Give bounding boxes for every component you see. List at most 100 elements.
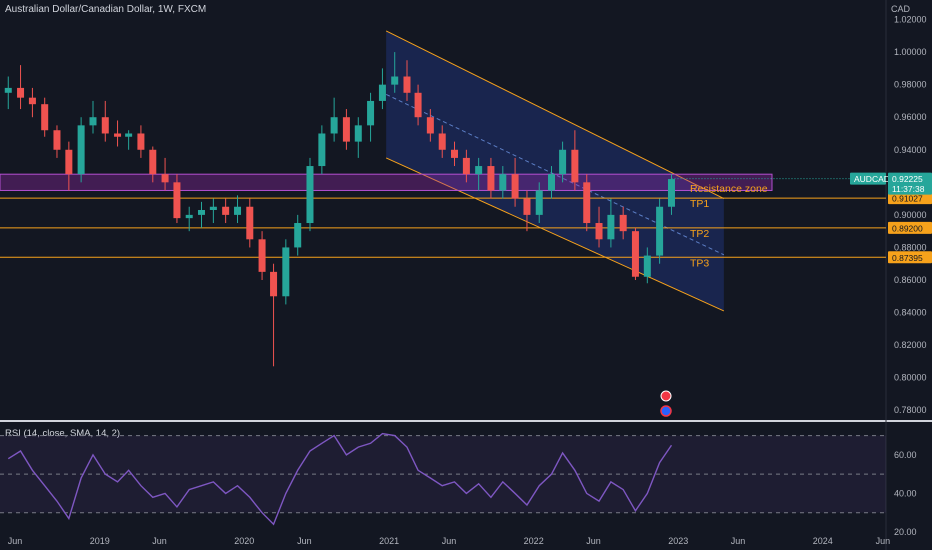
candle-body xyxy=(4,87,12,93)
y-tick-label: 0.84000 xyxy=(894,308,927,318)
candle-body xyxy=(426,117,434,134)
candle-body xyxy=(451,149,459,158)
y-tick-label: 0.90000 xyxy=(894,210,927,220)
x-tick-label: Jun xyxy=(876,536,891,546)
candle-body xyxy=(197,210,205,215)
y-tick-label: 1.00000 xyxy=(894,47,927,57)
candle-body xyxy=(222,206,230,215)
level-label-tp1: TP1 xyxy=(690,198,709,210)
candle-body xyxy=(643,255,651,277)
candle-body xyxy=(354,125,362,142)
x-tick-label: 2024 xyxy=(813,536,833,546)
candle-body xyxy=(607,214,615,240)
candle-body xyxy=(523,198,531,215)
candle-body xyxy=(499,174,507,191)
x-tick-label: 2019 xyxy=(90,536,110,546)
candle-body xyxy=(77,125,85,175)
candle-body xyxy=(17,87,25,98)
y-tick-label: 0.96000 xyxy=(894,112,927,122)
candle-body xyxy=(414,92,422,118)
y-tick-label: 0.78000 xyxy=(894,405,927,415)
candle-body xyxy=(185,214,193,219)
level-badge-tp2 xyxy=(888,221,932,234)
candle-body xyxy=(511,174,519,199)
symbol-badge xyxy=(850,172,886,185)
rsi-tick-label: 20.00 xyxy=(894,527,917,537)
candle-body xyxy=(571,149,579,183)
currency-label: CAD xyxy=(890,4,910,14)
candle-body xyxy=(462,157,470,175)
candle-body xyxy=(667,179,675,207)
candle-body xyxy=(378,84,386,101)
candle-body xyxy=(595,223,603,240)
candle-body xyxy=(294,223,302,248)
candle-body xyxy=(173,182,181,219)
candle-body xyxy=(535,190,543,215)
x-tick-label: Jun xyxy=(731,536,746,546)
candle-body xyxy=(318,133,326,167)
x-tick-label: 2022 xyxy=(524,536,544,546)
level-label-tp2: TP2 xyxy=(690,228,709,240)
x-tick-label: Jun xyxy=(8,536,23,546)
candle-body xyxy=(475,166,483,175)
candle-body xyxy=(114,133,122,137)
channel-lower-line[interactable] xyxy=(385,157,725,312)
y-tick-label: 0.98000 xyxy=(894,80,927,90)
rsi-line[interactable] xyxy=(7,432,673,526)
candle-body xyxy=(631,231,639,277)
x-tick-label: Jun xyxy=(152,536,167,546)
resistance-zone-label: Resistance zone xyxy=(690,183,768,195)
y-tick-label: 0.88000 xyxy=(894,242,927,252)
symbol-badge-text: AUDCAD xyxy=(854,174,890,184)
candle-body xyxy=(656,206,664,256)
x-tick-label: 2021 xyxy=(379,536,399,546)
candle-body xyxy=(149,149,157,175)
x-tick-label: Jun xyxy=(442,536,457,546)
x-tick-label: 2023 xyxy=(668,536,688,546)
candle-body xyxy=(125,133,133,137)
candle-body xyxy=(367,100,375,126)
candle-body xyxy=(342,117,350,142)
candle-body xyxy=(583,182,591,224)
candle-body xyxy=(234,206,242,215)
x-tick-label: Jun xyxy=(297,536,312,546)
level-badge-tp1 xyxy=(888,192,932,205)
candle-body xyxy=(258,239,266,272)
candle-body xyxy=(28,97,36,105)
candle-body xyxy=(403,76,411,93)
regression-channel[interactable] xyxy=(386,30,724,311)
level-badge-text-tp1: 0.91027 xyxy=(892,194,923,204)
resistance-zone[interactable] xyxy=(0,173,773,191)
candle-body xyxy=(487,166,495,191)
candle-body xyxy=(619,214,627,232)
rsi-label: RSI (14, close, SMA, 14, 2) xyxy=(5,428,121,439)
channel-upper-line[interactable] xyxy=(385,30,725,200)
level-badge-text-tp3: 0.87395 xyxy=(892,253,923,263)
candle-body xyxy=(391,76,399,85)
dividend-event-icon[interactable] xyxy=(660,405,672,417)
candle-body xyxy=(306,166,314,224)
rsi-tick-label: 40.00 xyxy=(894,488,917,498)
chart-title: Australian Dollar/Canadian Dollar, 1W, F… xyxy=(5,4,207,15)
candle-body xyxy=(438,133,446,150)
y-tick-label: 0.82000 xyxy=(894,340,927,350)
candle-body xyxy=(282,247,290,297)
earnings-event-icon[interactable] xyxy=(660,390,672,402)
candle-body xyxy=(41,104,49,131)
candle-body xyxy=(101,117,109,134)
level-badge-text-tp2: 0.89200 xyxy=(892,223,923,233)
candle-body xyxy=(246,206,254,240)
y-tick-label: 0.80000 xyxy=(894,373,927,383)
candle-body xyxy=(270,271,278,297)
price-badge xyxy=(888,172,932,195)
level-label-tp3: TP3 xyxy=(690,257,709,269)
y-tick-label: 0.86000 xyxy=(894,275,927,285)
x-tick-label: 2020 xyxy=(234,536,254,546)
candle-body xyxy=(89,117,97,126)
level-badge-tp3 xyxy=(888,251,932,264)
candle-body xyxy=(548,174,556,191)
candle-body xyxy=(53,130,61,150)
candle-body xyxy=(559,149,567,175)
candle-body xyxy=(161,174,169,183)
